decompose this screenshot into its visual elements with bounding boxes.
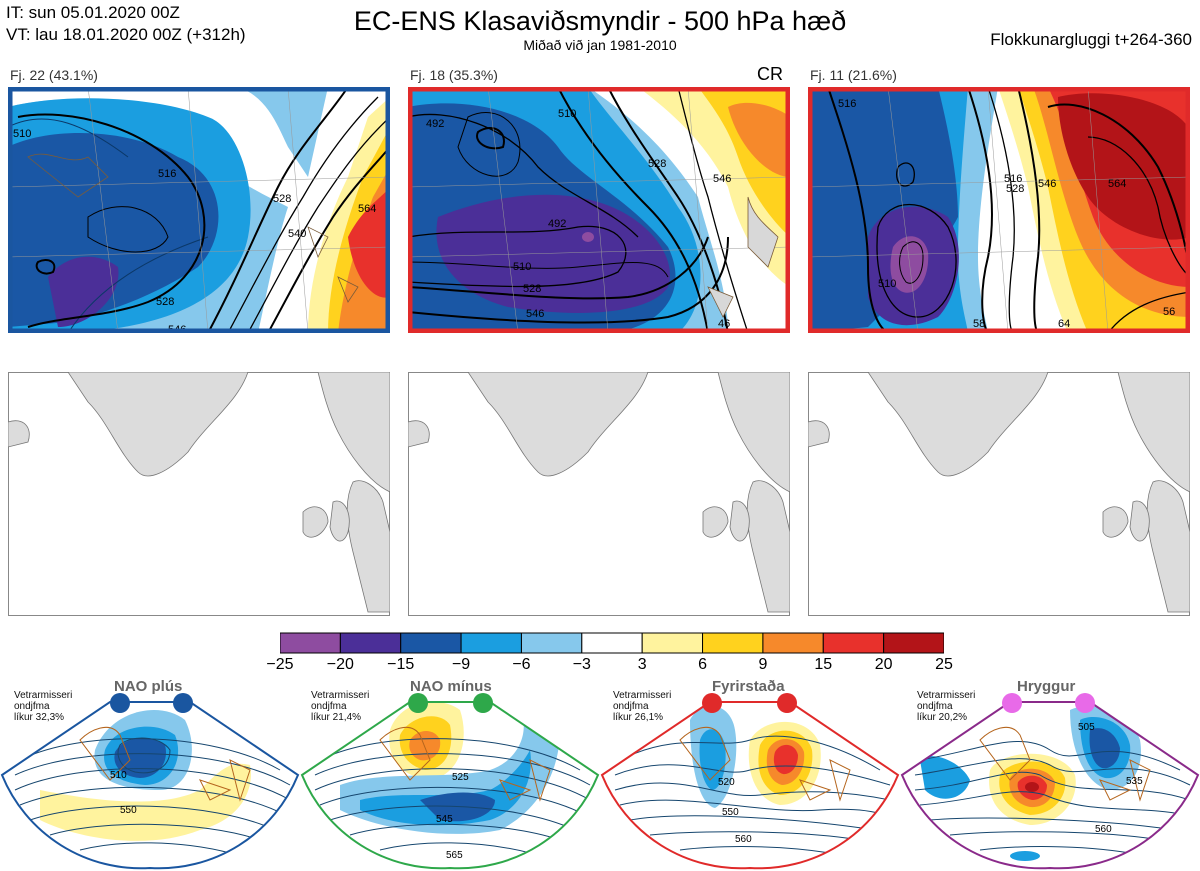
colorbar-swatch: [883, 632, 944, 654]
regime-1-dot-1: [110, 693, 130, 713]
panel-3-contour-2: 546: [1038, 178, 1056, 190]
valid-time: VT: lau 18.01.2020 00Z (+312h): [6, 25, 246, 44]
colorbar-swatch: [520, 632, 583, 654]
panel-2-contour-7: 528: [523, 283, 541, 295]
regime-1-title: NAO plús: [114, 678, 183, 695]
panel-1-border: [8, 87, 390, 333]
regime-2-description: Vetrarmisseri ondjfma líkur 21,4%: [311, 690, 370, 723]
regime-4-dot-1: [1002, 693, 1022, 713]
page-title: EC-ENS Klasaviðsmyndir - 500 hPa hæð: [353, 6, 847, 36]
regime-4-dot-2: [1075, 693, 1095, 713]
panel-3-contour-6: 516: [1004, 173, 1022, 185]
colorbar-swatch: [702, 632, 764, 654]
colorbar-swatch: [339, 632, 402, 654]
colorbar-tick: −6: [512, 656, 531, 673]
regime-2-contour-2: 545: [436, 814, 453, 825]
colorbar-tick: −9: [451, 656, 471, 673]
panel-1-contour-5: 564: [358, 203, 376, 215]
classification-window: Flokkunargluggi t+264-360: [990, 30, 1192, 49]
regime-3-description: Vetrarmisseri ondjfma líkur 26,1%: [613, 690, 672, 723]
panel-2-contour-1: 492: [426, 118, 444, 130]
panel-3-contour-5: 528: [1006, 183, 1024, 195]
panel-2-tag: CR: [757, 64, 783, 84]
regime-3-dot-2: [777, 693, 797, 713]
panel-3-label: Fj. 11 (21.6%): [810, 67, 897, 83]
regime-map-ridge: 505 535 560: [900, 693, 1200, 870]
regime-2-contour-3: 565: [446, 850, 463, 861]
empty-map-3: [808, 372, 1190, 616]
colorbar-tick: −3: [572, 656, 591, 673]
colorbar-swatch: [280, 632, 341, 654]
regime-3-contour-1: 520: [718, 777, 735, 788]
panel-2-contour-4: 546: [713, 173, 731, 185]
panel-1-contour-6: 528: [156, 296, 174, 308]
regime-2-contour-1: 525: [452, 772, 469, 783]
panel-1-contour-2: 516: [158, 168, 176, 180]
panel-2-contour-9: 46: [718, 318, 730, 330]
colorbar-tick: 20: [874, 656, 893, 673]
empty-map-1: [8, 372, 390, 616]
colorbar-tick: −25: [266, 656, 294, 673]
regime-4-contour-3: 560: [1095, 824, 1112, 835]
colorbar: [280, 632, 944, 654]
regime-4-contour-2: 535: [1126, 776, 1143, 787]
panel-1-label: Fj. 22 (43.1%): [10, 67, 98, 83]
panel-2-contour-6: 510: [513, 261, 531, 273]
regime-2-dot-1: [408, 693, 428, 713]
regime-2-dot-2: [473, 693, 493, 713]
regime-1-description: Vetrarmisseri ondjfma líkur 32,3%: [14, 690, 73, 723]
page-subtitle: Miðað við jan 1981-2010: [523, 37, 677, 53]
regime-3-title: Fyrirstaða: [712, 678, 785, 695]
regime-4-title: Hryggur: [1017, 678, 1076, 695]
panel-1-contour-3: 528: [273, 193, 291, 205]
panel-1-contour-1: 510: [13, 128, 31, 140]
colorbar-tick: 9: [758, 656, 768, 673]
colorbar-swatch: [400, 632, 462, 654]
panel-3-contour-8: 64: [1058, 318, 1070, 330]
regime-4-description: Vetrarmisseri ondjfma líkur 20,2%: [917, 690, 976, 723]
regime-3-contour-2: 550: [722, 807, 739, 818]
panel-3-contour-9: 56: [1163, 306, 1175, 318]
panel-3-contour-7: 58: [973, 318, 985, 330]
regime-3-contour-3: 560: [735, 834, 752, 845]
header-info: IT: sun 05.01.2020 00Z VT: lau 18.01.202…: [6, 2, 246, 46]
empty-map-2: [408, 372, 790, 616]
regime-1-dot-2: [173, 693, 193, 713]
panel-3-contour-3: 564: [1108, 178, 1126, 190]
regime-2-title: NAO mínus: [410, 678, 492, 695]
panel-2-border: [408, 87, 790, 333]
colorbar-tick: −15: [387, 656, 415, 673]
colorbar-swatch: [641, 632, 704, 654]
colorbar-tick: 15: [814, 656, 833, 673]
cluster-map-3: 516 546 564 510 528 516 58 64 56: [808, 87, 1190, 333]
panel-2-contour-2: 510: [558, 108, 576, 120]
panel-1-contour-4: 540: [288, 228, 306, 240]
regime-4-contour-1: 505: [1078, 722, 1095, 733]
regime-1-contour-2: 550: [120, 805, 137, 816]
panel-2-contour-8: 546: [526, 308, 544, 320]
init-time: IT: sun 05.01.2020 00Z: [6, 3, 180, 22]
cluster-map-2: 492 510 528 546 492 510 528 546 46: [408, 87, 790, 333]
panel-3-border: [808, 87, 1190, 333]
panel-3-contour-1: 516: [838, 98, 856, 110]
colorbar-swatch: [460, 632, 522, 654]
regime-map-nao-minus: 525 545 565: [300, 693, 600, 870]
colorbar-swatch: [822, 632, 885, 654]
panel-2-label: Fj. 18 (35.3%): [410, 67, 498, 83]
colorbar-swatch: [762, 632, 824, 654]
regime-map-nao-plus: 510 550: [0, 693, 300, 870]
colorbar-swatch: [581, 632, 643, 654]
regime-3-dot-1: [702, 693, 722, 713]
regime-1-contour-1: 510: [110, 770, 127, 781]
colorbar-tick: 3: [637, 656, 647, 673]
colorbar-tick: 25: [935, 656, 953, 673]
colorbar-tick: 6: [698, 656, 707, 673]
panel-2-contour-3: 528: [648, 158, 666, 170]
regime-map-blocking: 520 550 560: [600, 693, 900, 870]
panel-2-contour-5: 492: [548, 218, 566, 230]
panel-3-contour-4: 510: [878, 278, 896, 290]
cluster-map-1: 510 516 528 540 564 528 546: [8, 87, 390, 333]
colorbar-tick: −20: [326, 656, 354, 673]
